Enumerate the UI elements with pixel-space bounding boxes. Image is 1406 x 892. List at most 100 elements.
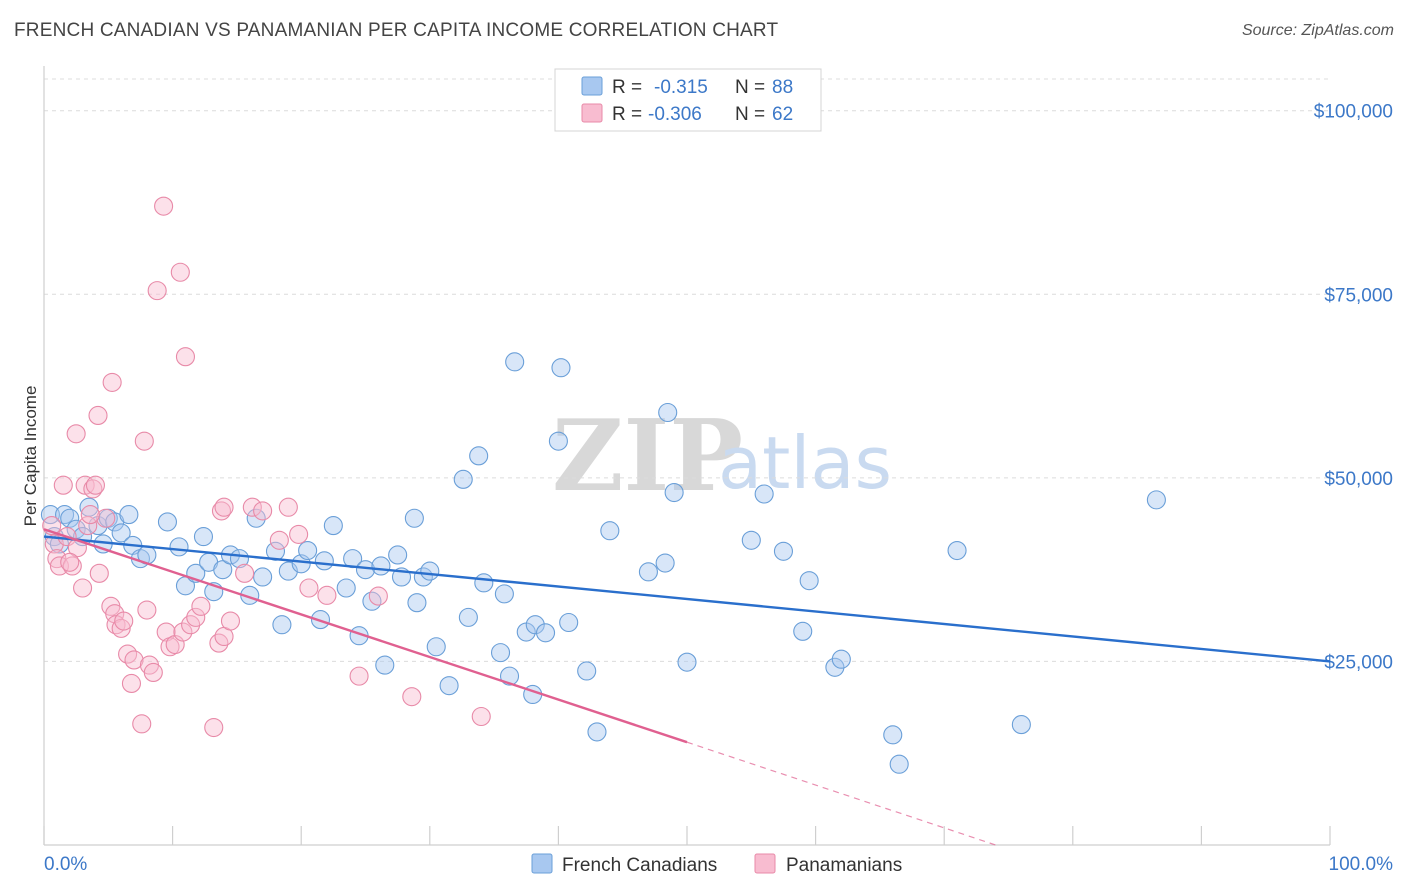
data-point-french-canadians (889, 754, 909, 774)
data-point-french-canadians (947, 541, 967, 561)
data-point-french-canadians (420, 561, 440, 581)
data-point-french-canadians (664, 482, 684, 503)
data-point-panamanians (253, 501, 273, 521)
data-point-panamanians (134, 431, 154, 451)
data-point-french-canadians (469, 446, 489, 466)
data-point-panamanians (143, 662, 163, 682)
data-point-french-canadians (793, 621, 813, 641)
data-point-panamanians (137, 600, 157, 620)
data-point-panamanians (124, 650, 144, 670)
data-point-panamanians (173, 622, 193, 642)
watermark-atlas: atlas (718, 421, 892, 505)
series-panamanians (42, 196, 491, 738)
data-point-french-canadians (213, 560, 233, 580)
x-tick-label-end: 100.0% (1329, 854, 1394, 875)
data-point-french-canadians (272, 615, 292, 635)
data-point-french-canadians (587, 722, 607, 742)
trend-line-french-canadians (43, 535, 1331, 663)
data-point-french-canadians (658, 402, 678, 423)
data-point-french-canadians (458, 607, 478, 627)
data-point-french-canadians (490, 643, 511, 663)
data-point-french-canadians (407, 593, 427, 613)
data-point-panamanians (214, 497, 234, 517)
data-point-french-canadians (388, 545, 408, 565)
data-point-french-canadians (246, 508, 266, 528)
data-point-french-canadians (883, 725, 903, 745)
data-point-panamanians (211, 501, 232, 521)
data-point-panamanians (204, 717, 224, 738)
data-point-panamanians (80, 505, 100, 525)
data-point-french-canadians (169, 537, 189, 557)
data-point-panamanians (78, 516, 98, 536)
legend-r-value-1: -0.306 (648, 104, 702, 125)
data-point-panamanians (132, 714, 152, 734)
trend-line-panamanians (43, 528, 688, 744)
data-point-french-canadians (831, 649, 851, 669)
data-point-panamanians (102, 372, 122, 392)
data-point-french-canadians (253, 567, 273, 587)
data-point-panamanians (186, 607, 206, 627)
axes (43, 66, 1331, 846)
data-point-french-canadians (453, 469, 473, 489)
data-point-panamanians (53, 475, 73, 495)
data-point-french-canadians (773, 541, 794, 561)
series-legend: French Canadians Panamanians (531, 853, 902, 876)
data-point-french-canadians (754, 484, 774, 504)
data-point-panamanians (317, 585, 337, 605)
data-point-panamanians (471, 706, 491, 727)
data-point-french-canadians (655, 553, 675, 573)
data-point-panamanians (83, 479, 103, 499)
data-point-french-canadians (1146, 490, 1166, 510)
data-point-panamanians (62, 556, 82, 576)
data-point-panamanians (269, 530, 289, 550)
data-point-french-canadians (677, 652, 697, 672)
data-point-french-canadians (638, 562, 658, 582)
legend-n-label-1: N = (735, 104, 765, 125)
data-point-french-canadians (375, 655, 395, 675)
data-point-panamanians (73, 578, 93, 598)
y-tick-labels: $25,000 $50,000 $75,000 $100,000 (1314, 102, 1393, 674)
data-point-french-canadians (548, 431, 568, 451)
data-point-french-canadians (535, 623, 556, 643)
data-point-french-canadians (193, 527, 214, 547)
data-point-french-canadians (494, 584, 514, 604)
data-point-panamanians (402, 687, 422, 707)
data-point-french-canadians (474, 573, 494, 593)
data-point-french-canadians (525, 615, 545, 635)
data-point-panamanians (85, 475, 105, 495)
data-point-panamanians (154, 196, 174, 216)
series-legend-swatch-blue (531, 853, 553, 874)
chart-title: FRENCH CANADIAN VS PANAMANIAN PER CAPITA… (14, 20, 779, 41)
legend-n-label-0: N = (735, 77, 765, 98)
legend-n-value-0: 88 (772, 77, 793, 98)
legend-swatch-blue (581, 76, 603, 96)
data-point-panamanians (209, 633, 229, 653)
data-point-french-canadians (499, 666, 520, 686)
data-point-panamanians (170, 262, 190, 282)
data-point-panamanians (289, 524, 309, 544)
data-point-panamanians (278, 497, 298, 517)
data-point-french-canadians (439, 676, 459, 696)
data-point-panamanians (121, 673, 141, 694)
y-tick-label: $25,000 (1324, 652, 1393, 673)
data-point-french-canadians (336, 578, 356, 598)
legend-r-label-0: R = (612, 77, 642, 98)
data-point-panamanians (67, 538, 87, 558)
data-point-panamanians (89, 563, 109, 583)
series-legend-label-1: Panamanians (786, 855, 902, 876)
y-tick-label: $50,000 (1324, 469, 1393, 490)
data-point-french-canadians (119, 505, 139, 525)
data-point-panamanians (111, 618, 131, 638)
watermark-zip: ZIP (552, 399, 743, 514)
series-legend-label-0: French Canadians (562, 855, 717, 876)
series-legend-swatch-pink (754, 853, 776, 874)
data-point-panamanians (368, 586, 388, 606)
data-point-french-canadians (111, 523, 131, 543)
legend-r-label-1: R = (612, 104, 642, 125)
data-point-french-canadians (362, 591, 382, 611)
chart-source: Source: ZipAtlas.com (1241, 22, 1394, 39)
data-point-panamanians (60, 552, 80, 572)
data-point-french-canadians (371, 556, 391, 576)
y-tick-label: $100,000 (1314, 102, 1393, 123)
